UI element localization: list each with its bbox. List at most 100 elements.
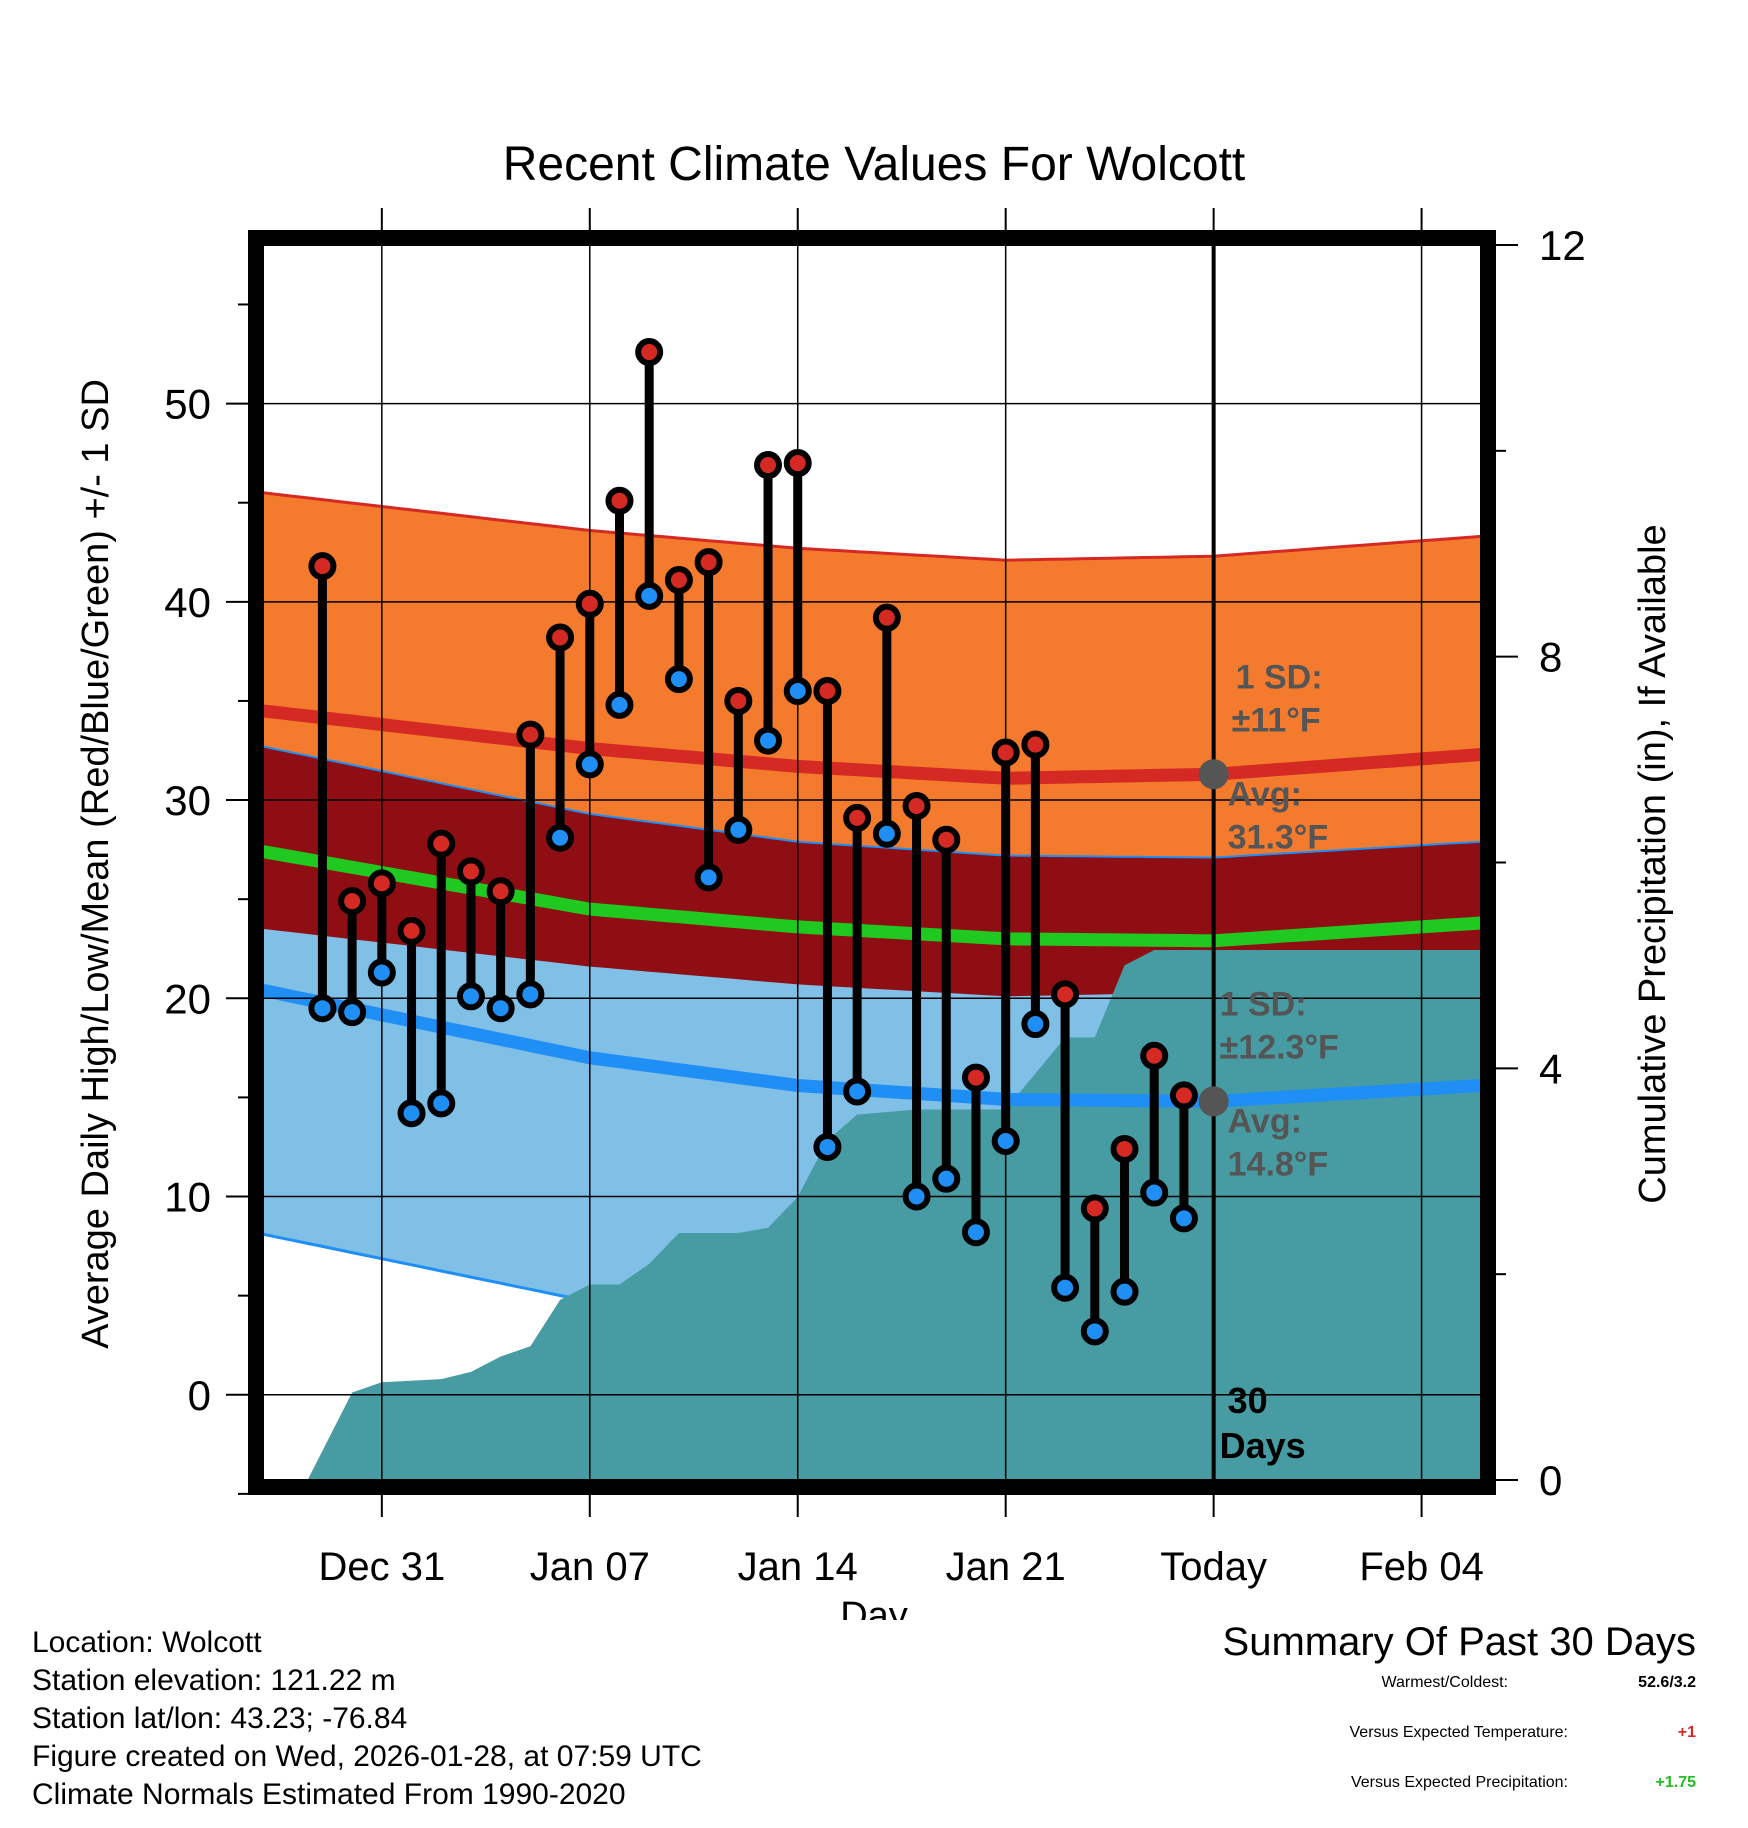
normal-mean-line [263, 845, 1481, 948]
daily-high-point [605, 486, 634, 515]
daily-high-point [1110, 1134, 1139, 1163]
daily-low-point [932, 1164, 961, 1193]
daily-high-point [664, 566, 693, 595]
precip-label: Versus Expected Precipitation: [1350, 1774, 1568, 1791]
daily-high-point [724, 686, 753, 715]
daily-low-point [872, 819, 901, 848]
daily-high-point [338, 887, 367, 916]
daily-low-point [991, 1127, 1020, 1156]
daily-high-point [694, 548, 723, 577]
daily-high-point [486, 877, 515, 906]
x-tick-label: Dec 31 [318, 1545, 445, 1589]
daily-high-point [1169, 1081, 1198, 1110]
daily-low-point [575, 750, 604, 779]
daily-high-point [308, 552, 337, 581]
daily-high-point [813, 677, 842, 706]
daily-low-point [605, 690, 634, 719]
daily-high-point [932, 825, 961, 854]
daily-low-point [397, 1099, 426, 1128]
y-tick-label: 30 [164, 777, 211, 824]
created-text: Figure created on Wed, 2026-01-28, at 07… [32, 1740, 702, 1773]
x-tick-label: Jan 07 [530, 1545, 650, 1589]
y2-tick-label: 8 [1539, 634, 1562, 681]
high-avg-marker [1198, 759, 1229, 790]
window-days-unit: Days [1220, 1425, 1306, 1466]
normal-high-line [263, 704, 1481, 785]
y2-tick-label: 12 [1539, 222, 1586, 269]
daily-low-point [338, 998, 367, 1027]
daily-high-point [367, 869, 396, 898]
daily-low-point [308, 994, 337, 1023]
high-sd-label: 1 SD: [1236, 658, 1323, 696]
daily-high-point [961, 1063, 990, 1092]
climate-chart: Recent Climate Values For Wolcott 1 SD: ±… [75, 138, 1674, 1620]
daily-high-point [783, 449, 812, 478]
daily-low-point [843, 1077, 872, 1106]
x-tick-label: Jan 14 [738, 1545, 858, 1589]
daily-low-point [813, 1132, 842, 1161]
elevation-text: Station elevation: 121.22 m [32, 1664, 396, 1697]
x-tick-label: Jan 21 [946, 1545, 1066, 1589]
low-avg-value: 14.8°F [1228, 1145, 1329, 1183]
x-axis-label: Day [840, 1595, 908, 1620]
daily-high-point [1021, 730, 1050, 759]
x-tick-label: Feb 04 [1359, 1545, 1484, 1589]
daily-low-point [664, 665, 693, 694]
daily-high-point [635, 338, 664, 367]
low-sd-label: 1 SD: [1220, 985, 1307, 1023]
latlon-text: Station lat/lon: 43.23; -76.84 [32, 1702, 408, 1735]
daily-high-point [456, 857, 485, 886]
daily-low-point [1140, 1178, 1169, 1207]
temp-label: Versus Expected Temperature: [1349, 1724, 1569, 1741]
daily-high-point [427, 829, 456, 858]
daily-high-point [902, 792, 931, 821]
high-band-top-edge [263, 491, 1481, 562]
daily-high-point [991, 738, 1020, 767]
high-sd-value: ±11°F [1232, 701, 1321, 739]
chart-title: Recent Climate Values For Wolcott [503, 138, 1246, 191]
daily-low-point [724, 815, 753, 844]
overlap-band [263, 746, 1481, 997]
warm-cold-value: 52.6/3.2 [1638, 1674, 1696, 1691]
daily-low-point [902, 1182, 931, 1211]
y-tick-label: 50 [164, 381, 211, 428]
daily-low-point [486, 994, 515, 1023]
daily-low-point [427, 1089, 456, 1118]
daily-low-point [1110, 1277, 1139, 1306]
normal-low-line [263, 984, 1481, 1108]
daily-low-point [1021, 1010, 1050, 1039]
normals-text: Climate Normals Estimated From 1990-2020 [32, 1778, 626, 1811]
y2-tick-label: 0 [1539, 1457, 1562, 1504]
plot-frame [248, 230, 1496, 1495]
warm-cold-label: Warmest/Coldest: [1381, 1674, 1508, 1691]
daily-high-point [1051, 980, 1080, 1009]
daily-low-point [635, 581, 664, 610]
daily-low-point [516, 980, 545, 1009]
y-axis-label: Average Daily High/Low/Mean (Red/Blue/Gr… [75, 379, 117, 1349]
y-tick-label: 40 [164, 579, 211, 626]
daily-low-point [694, 863, 723, 892]
low-band-top-edge [263, 745, 1481, 859]
daily-high-point [575, 589, 604, 618]
daily-low-point [1080, 1317, 1109, 1346]
window-days-number: 30 [1228, 1380, 1268, 1421]
daily-high-point [843, 803, 872, 832]
daily-low-point [367, 958, 396, 987]
daily-low-point [754, 726, 783, 755]
low-avg-marker [1198, 1086, 1229, 1117]
plot-area: 1 SD: ±11°F Avg: 31.3°F 1 SD: ±12.3°F Avg: 14.8… [263, 245, 1481, 1480]
low-avg-label: Avg: [1228, 1102, 1302, 1140]
x-tick-label: Today [1160, 1545, 1267, 1589]
daily-low-point [961, 1218, 990, 1247]
daily-high-point [872, 603, 901, 632]
high-avg-label: Avg: [1228, 775, 1302, 813]
daily-high-point [546, 623, 575, 652]
y2-tick-label: 4 [1539, 1045, 1562, 1092]
daily-high-point [754, 451, 783, 480]
daily-high-point [1140, 1041, 1169, 1070]
y-tick-label: 0 [188, 1372, 211, 1419]
y2-axis-label: Cumulative Precipitation (in), If Availa… [1632, 524, 1674, 1203]
y-tick-label: 20 [164, 975, 211, 1022]
daily-low-point [456, 982, 485, 1011]
low-sd-value: ±12.3°F [1220, 1028, 1339, 1066]
